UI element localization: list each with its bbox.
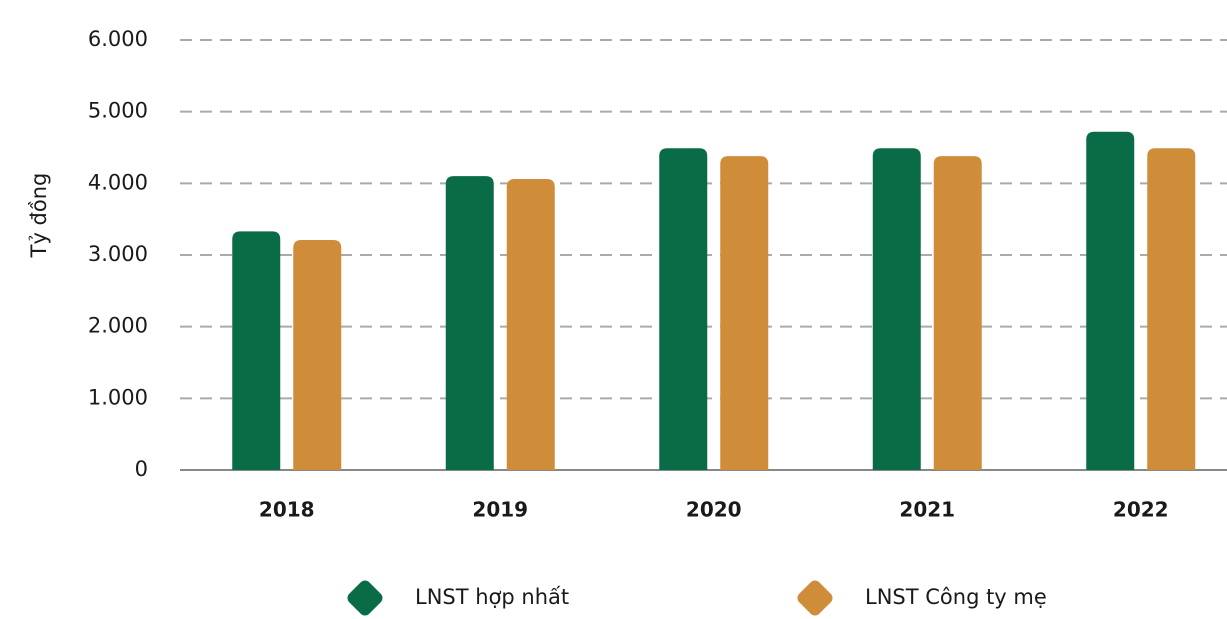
- y-tick-label: 6.000: [88, 27, 148, 51]
- y-tick-label: 4.000: [88, 170, 148, 194]
- x-tick-label: 2019: [472, 498, 528, 522]
- legend-label: LNST Công ty mẹ: [865, 585, 1047, 609]
- bar: [293, 239, 342, 470]
- x-tick-label: 2022: [1113, 498, 1169, 522]
- x-tick-label: 2020: [686, 498, 742, 522]
- bar: [720, 156, 769, 470]
- y-axis-label: Tỷ đồng: [27, 173, 51, 259]
- bar: [1147, 148, 1196, 470]
- legend-label: LNST hợp nhất: [415, 585, 569, 609]
- legend-swatch: [347, 580, 383, 616]
- y-tick-label: 1.000: [88, 385, 148, 409]
- bar: [933, 156, 982, 470]
- x-tick-label: 2018: [259, 498, 315, 522]
- bar: [506, 179, 555, 471]
- bar: [1086, 131, 1135, 470]
- x-tick-label: 2021: [899, 498, 955, 522]
- y-tick-label: 5.000: [88, 99, 148, 123]
- bar: [659, 148, 708, 470]
- bar: [445, 176, 494, 470]
- bar: [872, 148, 921, 470]
- y-tick-label: 0: [135, 457, 148, 481]
- bar: [232, 231, 281, 470]
- legend-swatch: [797, 580, 833, 616]
- y-tick-label: 2.000: [88, 314, 148, 338]
- y-tick-label: 3.000: [88, 242, 148, 266]
